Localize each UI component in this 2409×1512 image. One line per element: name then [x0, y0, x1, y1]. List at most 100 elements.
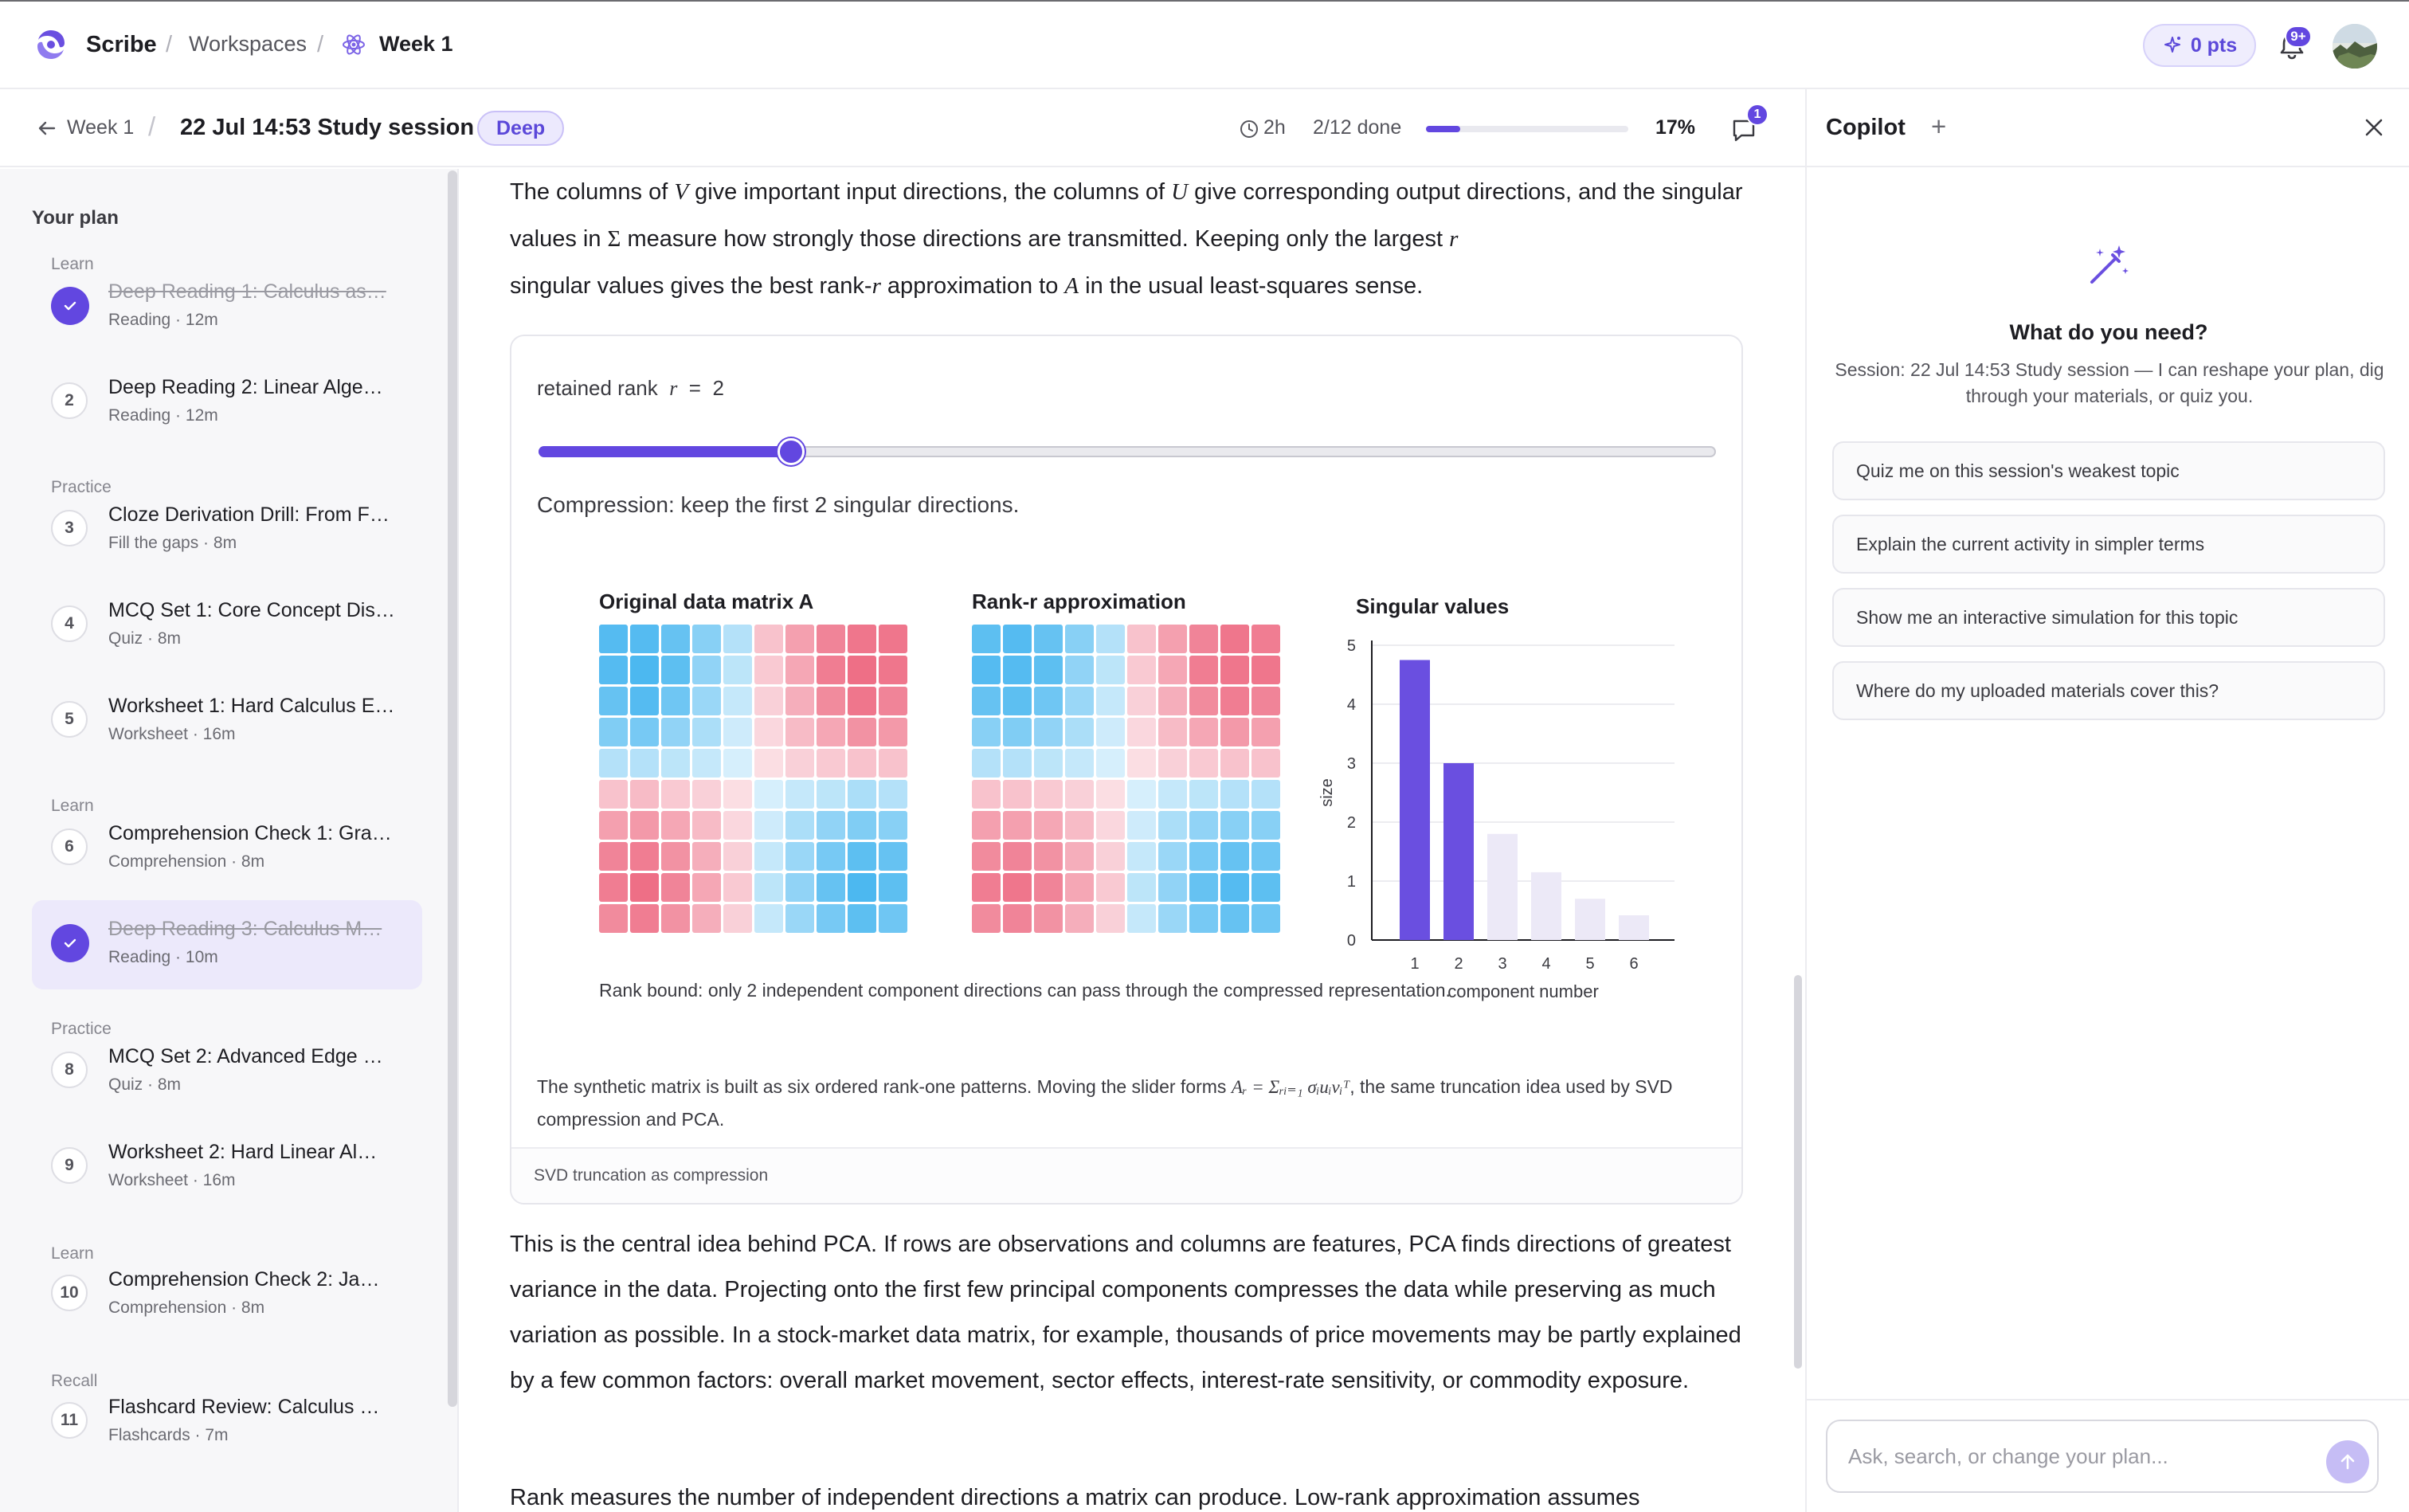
matrix-cell	[1158, 873, 1187, 902]
brand-name[interactable]: Scribe	[86, 32, 157, 57]
matrix-cell	[723, 687, 752, 715]
ask-input[interactable]	[1826, 1420, 2379, 1493]
matrix-cell	[599, 873, 628, 902]
matrix-cell	[692, 718, 721, 746]
matrix-cell	[848, 718, 876, 746]
matrix-cell	[972, 749, 1001, 778]
matrix-cell	[1252, 780, 1280, 809]
breadcrumb-week[interactable]: Week 1	[379, 32, 453, 56]
matrix-cell	[1034, 718, 1063, 746]
main-scrollbar[interactable]	[1794, 975, 1802, 1369]
copilot-heading: What do you need?	[2009, 320, 2208, 344]
matrix-cell	[1127, 780, 1156, 809]
plan-item[interactable]: Deep Reading 1: Calculus as… Reading · 12…	[32, 263, 422, 352]
matrix-cell	[1220, 780, 1249, 809]
plan-item[interactable]: 4 MCQ Set 1: Core Concept Dis… Quiz · 8m	[32, 582, 422, 671]
suggestion-simulation[interactable]: Show me an interactive simulation for th…	[1832, 588, 2385, 647]
plan-item-meta: Reading · 10m	[108, 948, 218, 966]
matrix-cell	[723, 656, 752, 684]
matrix-cell	[754, 873, 783, 902]
points-label: 0 pts	[2190, 33, 2238, 57]
matrix-cell	[1034, 811, 1063, 840]
matrix-cell	[1096, 873, 1125, 902]
matrix-cell	[754, 625, 783, 653]
compression-label: Compression: keep the first 2 singular d…	[537, 492, 1020, 517]
plan-item[interactable]: 8 MCQ Set 2: Advanced Edge … Quiz · 8m	[32, 1028, 422, 1117]
breadcrumb-workspaces[interactable]: Workspaces	[189, 32, 307, 56]
matrix-cell	[1003, 625, 1032, 653]
plan-item[interactable]: 3 Cloze Derivation Drill: From F… Fill the…	[32, 486, 422, 575]
plan-item-meta: Reading · 12m	[108, 311, 218, 329]
matrix-cell	[723, 718, 752, 746]
matrix-cell	[661, 656, 690, 684]
matrix-cell	[599, 718, 628, 746]
points-button[interactable]: 0 pts	[2143, 24, 2256, 67]
plan-item[interactable]: 11 Flashcard Review: Calculus … Flashcards…	[32, 1378, 422, 1467]
top-bar: Scribe / Workspaces / Week 1 0 pts 9+	[0, 0, 2409, 89]
arrow-left-icon[interactable]	[37, 118, 57, 139]
matrix-cell	[1096, 687, 1125, 715]
matrix-cell	[817, 656, 845, 684]
rank-slider-thumb[interactable]	[777, 438, 805, 465]
chart-bar	[1619, 915, 1649, 940]
matrix-cell	[1034, 749, 1063, 778]
session-header: Week 1 / 22 Jul 14:53 Study session Deep…	[0, 89, 1805, 167]
chart-y-tick-label: 5	[1347, 637, 1356, 655]
matrix-cell	[1252, 811, 1280, 840]
sparkle-icon	[2164, 37, 2180, 53]
rank-value: 2	[712, 376, 724, 400]
plan-item[interactable]: 5 Worksheet 1: Hard Calculus E… Worksheet …	[32, 677, 422, 766]
matrix-cell	[630, 811, 659, 840]
plan-item[interactable]: 2 Deep Reading 2: Linear Alge… Reading · 1…	[32, 358, 422, 448]
plan-item-number: 3	[51, 510, 88, 546]
matrix-cell	[723, 904, 752, 933]
plan-item-meta: Quiz · 8m	[108, 629, 182, 648]
plan-item[interactable]: 9 Worksheet 2: Hard Linear Al… Worksheet ·…	[32, 1123, 422, 1212]
matrix-cell	[785, 873, 814, 902]
atom-icon	[343, 34, 365, 55]
matrix-cell	[879, 718, 907, 746]
matrix-cell	[785, 625, 814, 653]
send-button[interactable]	[2326, 1440, 2369, 1483]
matrix-cell	[1003, 718, 1032, 746]
chart-x-tick-label: 3	[1498, 955, 1506, 973]
plan-item-name: Deep Reading 2: Linear Alge…	[108, 376, 383, 398]
chart-x-tick-label: 5	[1585, 955, 1594, 973]
sidebar-scrollbar[interactable]	[448, 170, 457, 1407]
new-chat-button[interactable]: +	[1931, 112, 1947, 141]
scribe-logo-icon[interactable]	[32, 25, 70, 64]
section-label-recall: Recall	[51, 1372, 98, 1390]
matrix-cell	[1065, 873, 1094, 902]
suggestion-explain[interactable]: Explain the current activity in simpler …	[1832, 515, 2385, 574]
matrix-cell	[599, 842, 628, 871]
matrix-cell	[1189, 687, 1218, 715]
chart-bar	[1575, 899, 1605, 940]
back-to-week-link[interactable]: Week 1	[67, 116, 135, 139]
matrix-cell	[692, 811, 721, 840]
suggestion-quiz[interactable]: Quiz me on this session's weakest topic	[1832, 441, 2385, 500]
plan-item[interactable]: 10 Comprehension Check 2: Ja… Comprehensio…	[32, 1251, 422, 1340]
matrix-cell	[1158, 842, 1187, 871]
matrix-cell	[692, 780, 721, 809]
matrix-cell	[723, 625, 752, 653]
close-icon[interactable]	[2360, 113, 2388, 142]
matrix-cell	[972, 811, 1001, 840]
matrix-cell	[661, 811, 690, 840]
matrix-cell	[630, 749, 659, 778]
matrix-cell	[599, 780, 628, 809]
matrix-cell	[879, 687, 907, 715]
avatar[interactable]	[2333, 24, 2377, 69]
plan-item[interactable]: Deep Reading 3: Calculus M… Reading · 10m	[32, 900, 422, 989]
matrix-cell	[661, 718, 690, 746]
matrix-cell	[972, 780, 1001, 809]
plan-item[interactable]: 6 Comprehension Check 1: Gra… Comprehensio…	[32, 805, 422, 894]
matrix-cell	[754, 749, 783, 778]
matrix-cell	[1034, 687, 1063, 715]
chart-bar	[1487, 833, 1518, 940]
plan-item-name: Deep Reading 3: Calculus M…	[108, 918, 382, 940]
suggestion-materials[interactable]: Where do my uploaded materials cover thi…	[1832, 661, 2385, 720]
chart-y-tick-label: 3	[1347, 755, 1356, 773]
matrix-cell	[879, 873, 907, 902]
matrix-cell	[630, 687, 659, 715]
matrix-cell	[848, 749, 876, 778]
